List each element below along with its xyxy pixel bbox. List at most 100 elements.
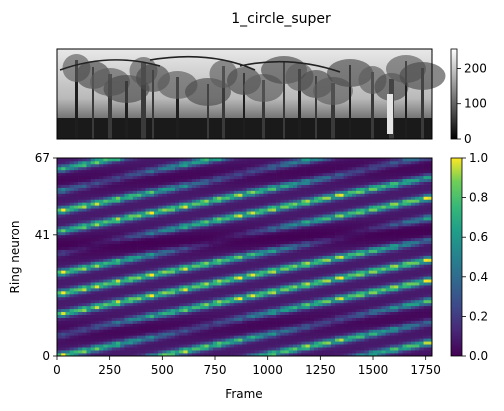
heatmap-cell (272, 303, 277, 306)
heatmap-cell (242, 211, 247, 214)
heatmap-cell (179, 288, 184, 291)
heatmap-cell (78, 179, 83, 182)
heatmap-cell (103, 326, 108, 329)
heatmap-cell (356, 285, 361, 288)
heatmap-cell (196, 326, 201, 329)
heatmap-cell (204, 232, 209, 235)
heatmap-cell (171, 247, 176, 250)
heatmap-cell (230, 291, 235, 294)
heatmap-cell (61, 332, 66, 335)
heatmap-cell (74, 264, 79, 267)
heatmap-cell (99, 288, 104, 291)
heatmap-cell (335, 196, 340, 199)
heatmap-cell (171, 270, 176, 273)
heatmap-cell (352, 217, 357, 220)
heatmap-cell (91, 164, 96, 167)
heatmap-cell (150, 232, 155, 235)
heatmap-cell (339, 258, 344, 261)
heatmap-cell (268, 335, 273, 338)
heatmap-cell (112, 226, 117, 229)
heatmap-cell (331, 229, 336, 232)
heatmap-cell (226, 208, 231, 211)
heatmap-cell (78, 347, 83, 350)
heatmap-cell (293, 338, 298, 341)
heatmap-cell (289, 173, 294, 176)
heatmap-cell (289, 229, 294, 232)
heatmap-cell (124, 297, 129, 300)
heatmap-cell (175, 321, 180, 324)
heatmap-cell (356, 326, 361, 329)
heatmap-cell (251, 226, 256, 229)
heatmap-cell (348, 167, 353, 170)
heatmap-cell (314, 193, 319, 196)
heatmap-cell (255, 282, 260, 285)
heatmap-cell (192, 244, 197, 247)
heatmap-cell (356, 211, 361, 214)
heatmap-cell (369, 332, 374, 335)
heatmap-cell (255, 253, 260, 256)
heatmap-cell (352, 309, 357, 312)
heatmap-cell (124, 338, 129, 341)
heatmap-cell (150, 229, 155, 232)
heatmap-cell (280, 188, 285, 191)
heatmap-cell (268, 321, 273, 324)
heatmap-cell (103, 267, 108, 270)
heatmap-cell (209, 164, 214, 167)
heatmap-cell (192, 321, 197, 324)
heatmap-cell (339, 217, 344, 220)
heatmap-cell (154, 279, 159, 282)
heatmap-cell (200, 276, 205, 279)
heatmap-cell (116, 341, 121, 344)
heatmap-cell (86, 256, 91, 259)
heatmap-cell (91, 208, 96, 211)
heatmap-cell (297, 267, 302, 270)
heatmap-cell (251, 193, 256, 196)
heatmap-cell (217, 329, 222, 332)
heatmap-cell (175, 223, 180, 226)
heatmap-cell (238, 309, 243, 312)
heatmap-cell (314, 297, 319, 300)
heatmap-cell (348, 161, 353, 164)
heatmap-cell (322, 235, 327, 238)
heatmap-cell (356, 329, 361, 332)
heatmap-cell (137, 323, 142, 326)
heatmap-cell (103, 196, 108, 199)
heatmap-cell (99, 235, 104, 238)
heatmap-cell (331, 341, 336, 344)
heatmap-cell (57, 303, 62, 306)
heatmap-cell (331, 223, 336, 226)
heatmap-cell (82, 344, 87, 347)
heatmap-cell (129, 253, 134, 256)
heatmap-cell (310, 264, 315, 267)
heatmap-cell (289, 256, 294, 259)
heatmap-cell (344, 341, 349, 344)
heatmap-cell (103, 318, 108, 321)
heatmap-cell (226, 329, 231, 332)
heatmap-cell (188, 315, 193, 318)
heatmap-cell (255, 173, 260, 176)
heatmap-cell (171, 191, 176, 194)
heatmap-cell (209, 315, 214, 318)
heatmap-cell (167, 291, 172, 294)
heatmap-cell (179, 306, 184, 309)
heatmap-cell (360, 256, 365, 259)
heatmap-cell (268, 226, 273, 229)
heatmap-cell (179, 238, 184, 241)
heatmap-cell (120, 182, 125, 185)
heatmap-cell (209, 318, 214, 321)
heatmap-cell (179, 256, 184, 259)
heatmap-cell (209, 329, 214, 332)
heatmap-cell (162, 318, 167, 321)
heatmap-cell (268, 341, 273, 344)
heatmap-cell (99, 291, 104, 294)
heatmap-cell (230, 161, 235, 164)
heatmap-cell (348, 344, 353, 347)
heatmap-cell (301, 309, 306, 312)
heatmap-cell (108, 329, 113, 332)
heatmap-cell (171, 223, 176, 226)
heatmap-cell (314, 247, 319, 250)
heatmap-cell (188, 347, 193, 350)
heatmap-cell (171, 276, 176, 279)
heatmap-cell (103, 176, 108, 179)
heatmap-cell (137, 326, 142, 329)
